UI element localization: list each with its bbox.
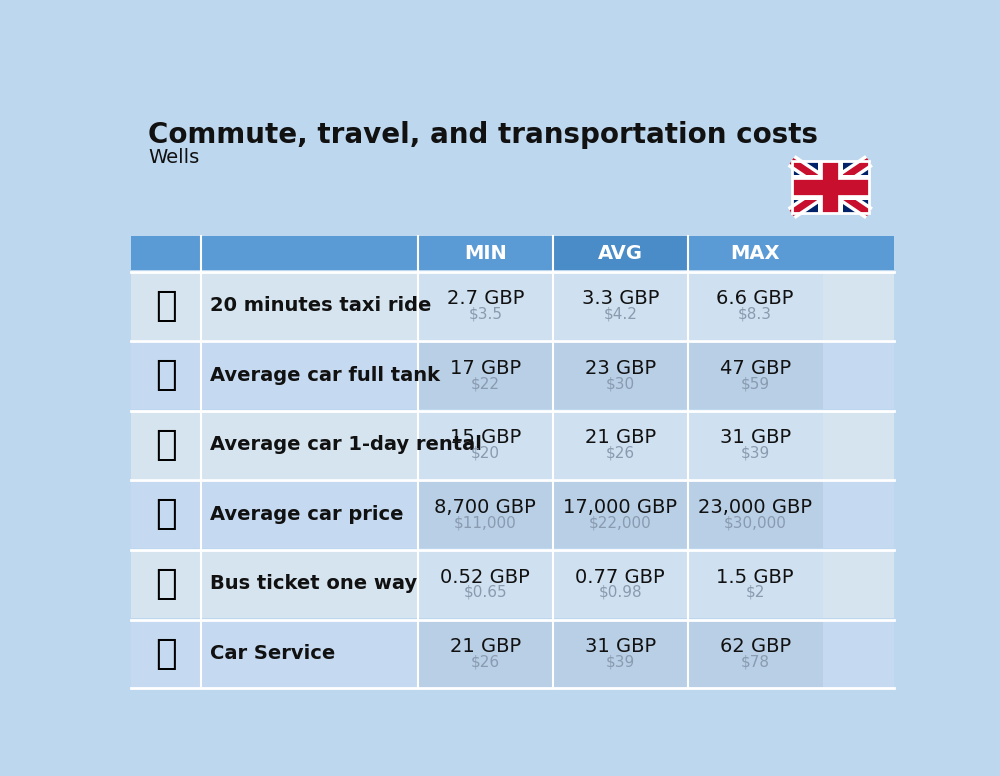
Text: 6.6 GBP: 6.6 GBP <box>716 289 794 308</box>
Text: 🚖: 🚖 <box>155 289 177 323</box>
Text: $8.3: $8.3 <box>738 307 772 322</box>
FancyBboxPatch shape <box>688 272 822 340</box>
Text: 3.3 GBP: 3.3 GBP <box>582 289 659 308</box>
Text: Average car 1-day rental: Average car 1-day rental <box>210 435 482 455</box>
Text: $26: $26 <box>606 446 635 461</box>
Text: 🚌: 🚌 <box>155 567 177 601</box>
FancyBboxPatch shape <box>418 411 553 479</box>
Text: $78: $78 <box>741 654 770 670</box>
Text: 🚗: 🚗 <box>155 497 177 532</box>
Text: Average car price: Average car price <box>210 505 404 524</box>
FancyBboxPatch shape <box>553 341 688 409</box>
Text: $11,000: $11,000 <box>454 515 517 531</box>
FancyBboxPatch shape <box>553 480 688 549</box>
Text: AVG: AVG <box>598 244 643 263</box>
FancyBboxPatch shape <box>131 619 894 688</box>
Text: $0.65: $0.65 <box>464 585 507 600</box>
FancyBboxPatch shape <box>131 341 894 409</box>
FancyBboxPatch shape <box>553 237 688 270</box>
Text: $4.2: $4.2 <box>603 307 637 322</box>
Text: MAX: MAX <box>730 244 780 263</box>
Text: 31 GBP: 31 GBP <box>720 428 791 448</box>
Text: $0.98: $0.98 <box>598 585 642 600</box>
FancyBboxPatch shape <box>688 341 822 409</box>
Text: $22,000: $22,000 <box>589 515 652 531</box>
Text: $39: $39 <box>606 654 635 670</box>
Text: $30: $30 <box>606 376 635 391</box>
Text: 31 GBP: 31 GBP <box>585 637 656 656</box>
Text: 47 GBP: 47 GBP <box>720 359 791 378</box>
FancyBboxPatch shape <box>688 619 822 688</box>
Text: $3.5: $3.5 <box>468 307 502 322</box>
Text: 8,700 GBP: 8,700 GBP <box>434 498 536 517</box>
FancyBboxPatch shape <box>553 411 688 479</box>
FancyBboxPatch shape <box>688 550 822 618</box>
FancyBboxPatch shape <box>418 341 553 409</box>
Text: $2: $2 <box>745 585 765 600</box>
Text: 20 minutes taxi ride: 20 minutes taxi ride <box>210 296 432 315</box>
FancyBboxPatch shape <box>418 237 553 270</box>
FancyBboxPatch shape <box>131 237 894 270</box>
Text: Commute, travel, and transportation costs: Commute, travel, and transportation cost… <box>148 121 818 149</box>
Text: ⛽: ⛽ <box>155 359 177 393</box>
Text: 🔧: 🔧 <box>155 636 177 670</box>
Text: 0.52 GBP: 0.52 GBP <box>440 567 530 587</box>
Text: 21 GBP: 21 GBP <box>450 637 521 656</box>
Text: 21 GBP: 21 GBP <box>585 428 656 448</box>
FancyBboxPatch shape <box>418 272 553 340</box>
Text: 1.5 GBP: 1.5 GBP <box>716 567 794 587</box>
Text: 17 GBP: 17 GBP <box>450 359 521 378</box>
Text: 23,000 GBP: 23,000 GBP <box>698 498 812 517</box>
FancyBboxPatch shape <box>131 272 894 340</box>
Text: $39: $39 <box>740 446 770 461</box>
FancyBboxPatch shape <box>553 272 688 340</box>
Text: Average car full tank: Average car full tank <box>210 365 440 385</box>
FancyBboxPatch shape <box>418 480 553 549</box>
FancyBboxPatch shape <box>792 161 869 213</box>
Text: MIN: MIN <box>464 244 507 263</box>
Text: Car Service: Car Service <box>210 644 336 663</box>
Text: 15 GBP: 15 GBP <box>450 428 521 448</box>
Text: 🚙: 🚙 <box>155 428 177 462</box>
Text: $26: $26 <box>471 654 500 670</box>
FancyBboxPatch shape <box>418 619 553 688</box>
FancyBboxPatch shape <box>131 550 894 618</box>
FancyBboxPatch shape <box>418 550 553 618</box>
Text: 0.77 GBP: 0.77 GBP <box>575 567 665 587</box>
Text: 23 GBP: 23 GBP <box>585 359 656 378</box>
Text: $20: $20 <box>471 446 500 461</box>
Text: $59: $59 <box>741 376 770 391</box>
FancyBboxPatch shape <box>688 480 822 549</box>
Text: 2.7 GBP: 2.7 GBP <box>447 289 524 308</box>
FancyBboxPatch shape <box>131 411 894 479</box>
Text: $30,000: $30,000 <box>724 515 787 531</box>
Text: Bus ticket one way: Bus ticket one way <box>210 574 417 594</box>
Text: Wells: Wells <box>148 147 200 167</box>
FancyBboxPatch shape <box>688 411 822 479</box>
FancyBboxPatch shape <box>553 550 688 618</box>
FancyBboxPatch shape <box>131 480 894 549</box>
FancyBboxPatch shape <box>553 619 688 688</box>
Text: 62 GBP: 62 GBP <box>720 637 791 656</box>
FancyBboxPatch shape <box>688 237 822 270</box>
Text: $22: $22 <box>471 376 500 391</box>
Text: 17,000 GBP: 17,000 GBP <box>563 498 677 517</box>
